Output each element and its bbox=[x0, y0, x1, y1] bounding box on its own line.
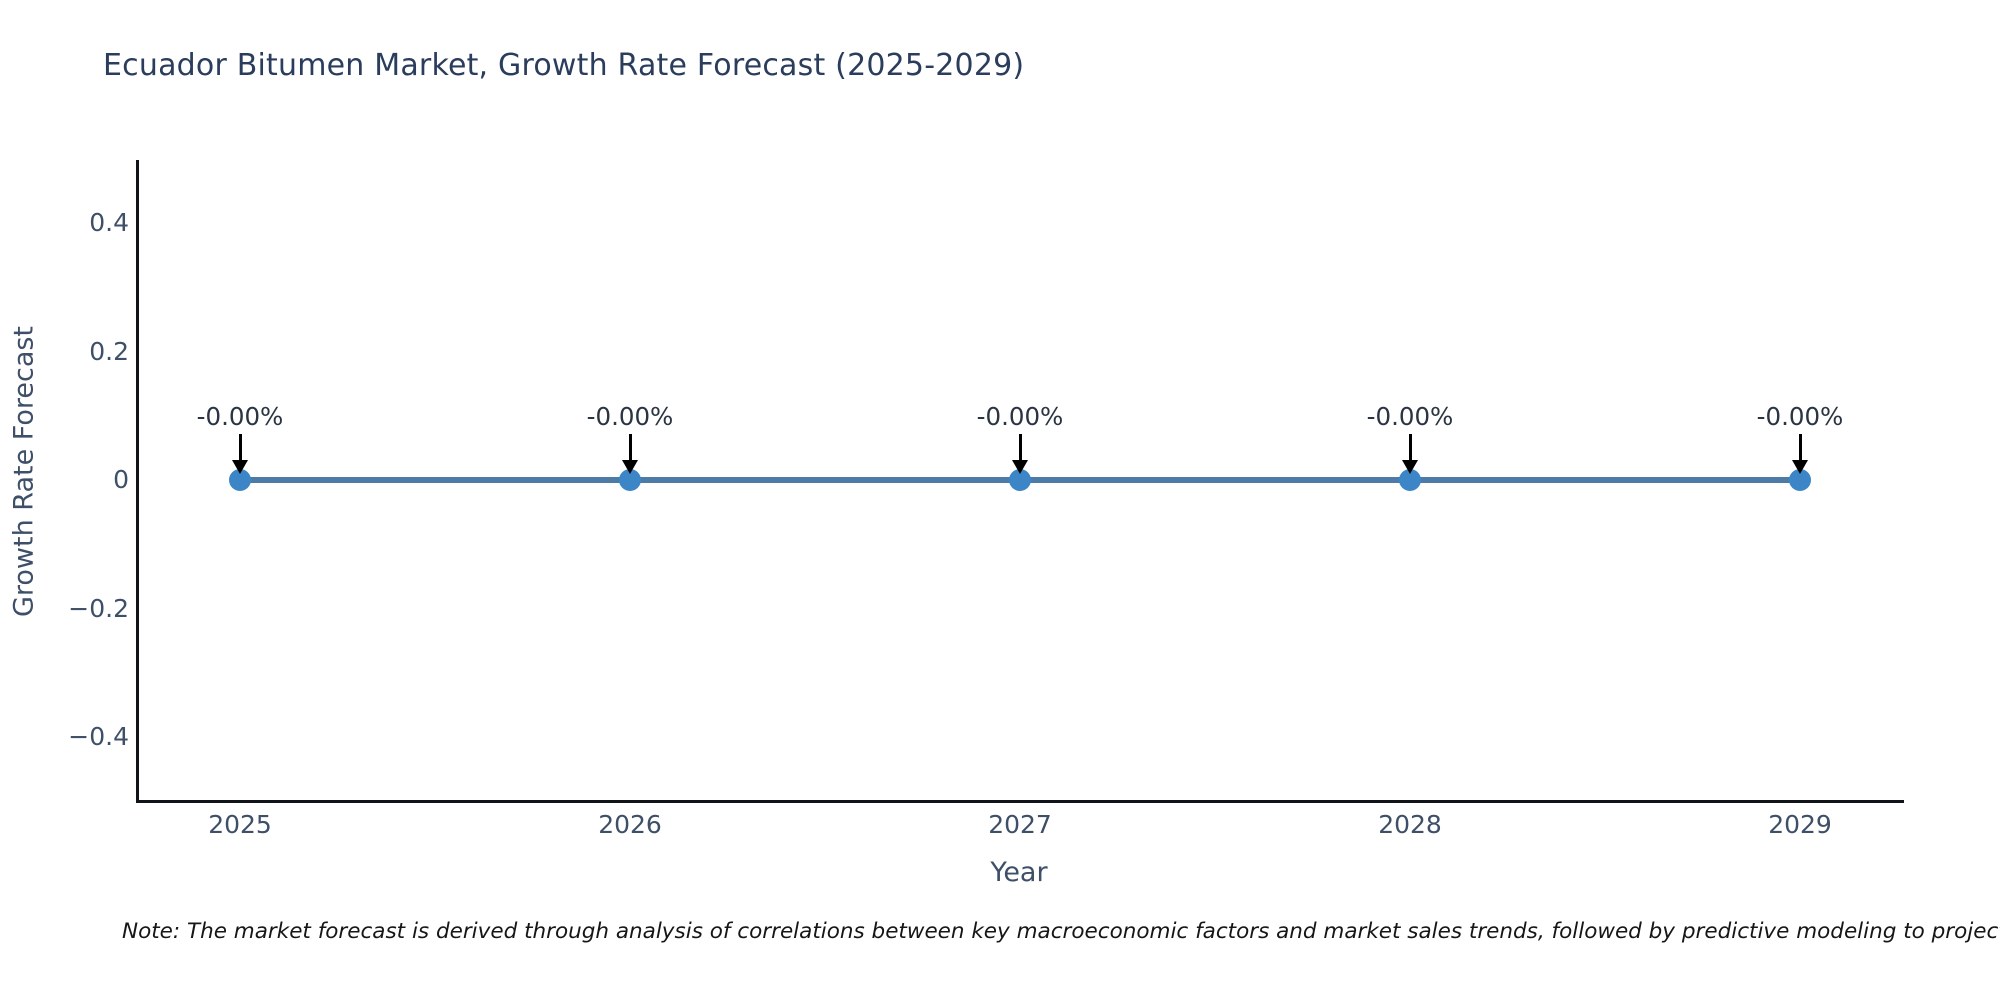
x-tick-label: 2029 bbox=[1768, 810, 1832, 839]
data-point-marker bbox=[1789, 469, 1811, 491]
annotation-label: -0.00% bbox=[586, 402, 674, 431]
y-tick-label: 0.2 bbox=[89, 336, 129, 366]
annotation-arrow-head bbox=[232, 460, 248, 474]
annotation-arrow-head bbox=[1012, 460, 1028, 474]
data-point-marker bbox=[1399, 469, 1421, 491]
footnote: Note: The market forecast is derived thr… bbox=[122, 919, 2000, 944]
x-tick-label: 2027 bbox=[988, 810, 1052, 839]
annotation-label: -0.00% bbox=[976, 402, 1064, 431]
annotation-label: -0.00% bbox=[1756, 402, 1844, 431]
annotation-arrow-stem bbox=[1018, 434, 1022, 462]
y-tick-label: 0 bbox=[113, 465, 129, 494]
data-point-marker bbox=[1009, 469, 1031, 491]
y-axis-line bbox=[136, 160, 139, 803]
y-tick-label: 0.4 bbox=[89, 208, 129, 237]
x-axis-title: Year bbox=[990, 857, 1048, 888]
annotation-arrow-head bbox=[1792, 460, 1808, 474]
x-tick-label: 2025 bbox=[208, 810, 272, 839]
annotation-arrow-head bbox=[1402, 460, 1418, 474]
data-point-marker bbox=[619, 469, 641, 491]
x-tick-label: 2026 bbox=[598, 810, 662, 839]
annotation-arrow-stem bbox=[238, 434, 242, 462]
annotation-arrow-stem bbox=[1798, 434, 1802, 462]
y-tick-label: −0.4 bbox=[68, 722, 129, 751]
data-point-marker bbox=[229, 469, 251, 491]
annotation-arrow-stem bbox=[628, 434, 632, 462]
x-axis-line bbox=[136, 800, 1904, 803]
chart-title: Ecuador Bitumen Market, Growth Rate Fore… bbox=[103, 48, 1025, 83]
annotation-label: -0.00% bbox=[196, 402, 284, 431]
annotation-arrow-head bbox=[622, 460, 638, 474]
annotation-label: -0.00% bbox=[1366, 402, 1454, 431]
x-tick-label: 2028 bbox=[1378, 810, 1442, 839]
annotation-arrow-stem bbox=[1408, 434, 1412, 462]
y-tick-label: −0.2 bbox=[68, 593, 129, 623]
